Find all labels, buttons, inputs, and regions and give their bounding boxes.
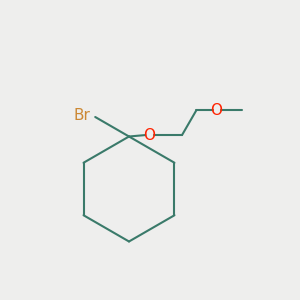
Text: Br: Br — [74, 108, 91, 123]
Text: O: O — [143, 128, 155, 142]
Text: O: O — [210, 103, 222, 118]
